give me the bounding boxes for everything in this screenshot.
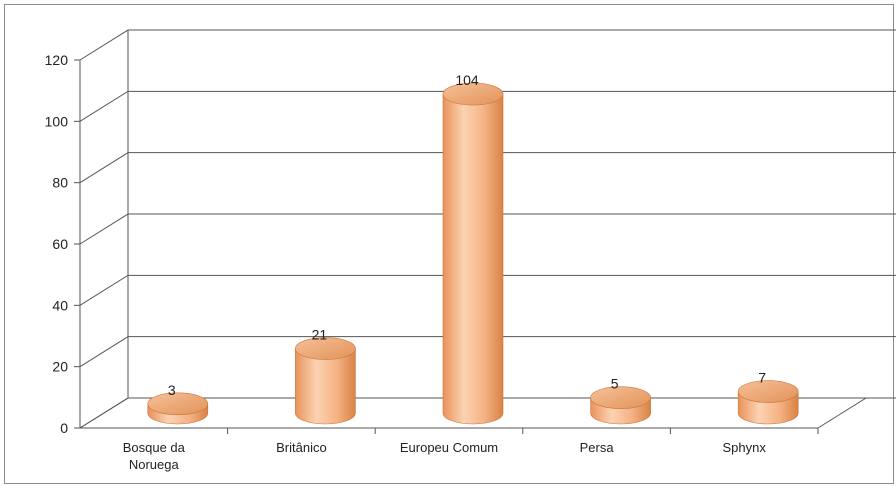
data-label: 104 (455, 72, 479, 88)
bar-top (737, 380, 799, 403)
bar-sphynx (737, 380, 799, 425)
y-tick-label-0: 0 (60, 420, 68, 436)
bar-bosque-da-noruega (147, 392, 209, 425)
bar-top (442, 82, 504, 106)
axes: 0 20 40 60 80 100 120 (45, 52, 819, 436)
x-tick-label: Sphynx (723, 440, 767, 455)
y-tick-label-20: 20 (52, 359, 68, 375)
gridline-120 (79, 29, 896, 61)
bar-top (147, 392, 209, 416)
bar-body (295, 348, 356, 425)
gridlines (79, 29, 896, 429)
y-tick-label-100: 100 (45, 113, 69, 129)
gridline-100 (79, 90, 896, 122)
bar-persa (590, 386, 651, 425)
bar-europeu-comum (442, 82, 504, 425)
x-tick-label: Europeu Comum (400, 440, 498, 455)
bar-body (442, 93, 504, 425)
data-label: 7 (758, 370, 766, 386)
gridline-40 (79, 274, 896, 306)
data-label: 21 (312, 327, 328, 343)
bar-top (590, 386, 651, 409)
data-label: 3 (168, 382, 176, 398)
labels: Bosque da Noruega Britânico Europeu Comum Pe… (123, 72, 767, 472)
bars (147, 82, 799, 425)
gridline-60 (79, 213, 896, 245)
bar-top (295, 337, 356, 360)
bar-britânico (295, 337, 356, 425)
gridline-80 (79, 152, 896, 184)
data-label: 5 (611, 376, 619, 392)
y-tick-label-40: 40 (52, 297, 68, 313)
x-tick-label: Persa (580, 440, 615, 455)
x-tick-label: Britânico (276, 440, 327, 455)
x-tick-label: Bosque da Noruega (123, 440, 186, 472)
y-tick-label-80: 80 (52, 175, 68, 191)
y-tick-label-120: 120 (45, 52, 69, 68)
gridline-20 (79, 336, 896, 368)
y-tick-label-60: 60 (52, 236, 68, 252)
